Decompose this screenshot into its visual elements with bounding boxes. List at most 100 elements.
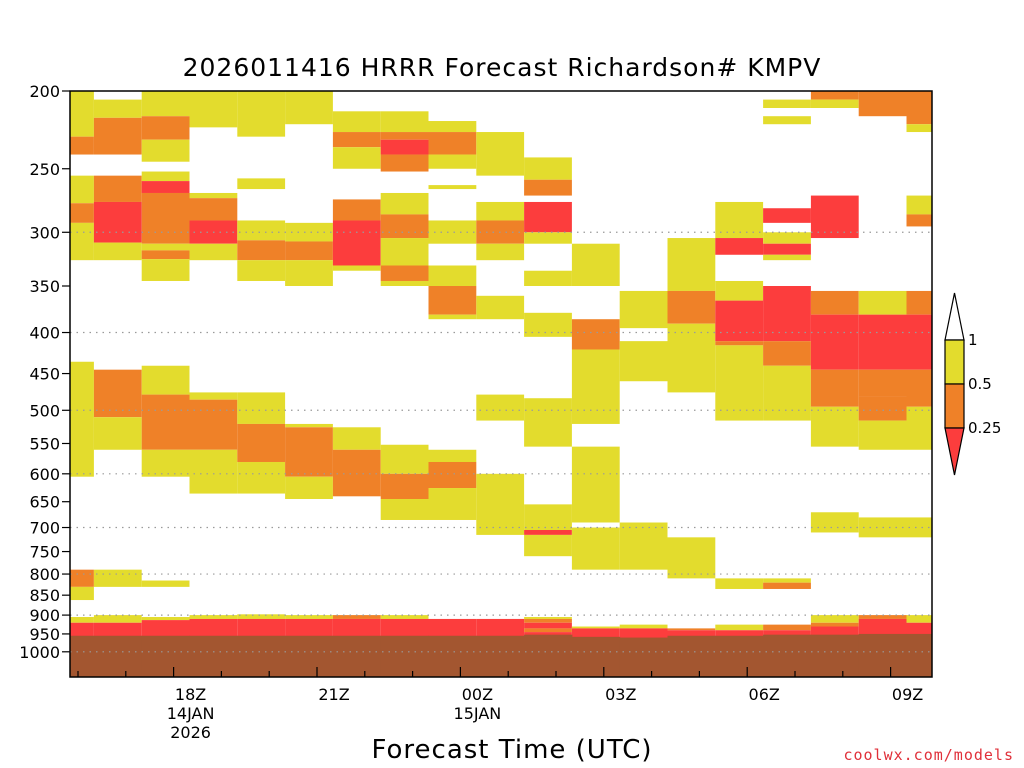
ri-cell-0-25-to-0-5 xyxy=(858,91,907,117)
ri-cell-0-5-to-1 xyxy=(141,617,190,621)
ri-cell-0-5-to-1 xyxy=(70,175,94,204)
ri-cell-0-25-to-0-5 xyxy=(667,290,716,324)
ri-cell-0-5-to-1 xyxy=(285,476,333,500)
ri-cell-0-5-to-1 xyxy=(189,392,238,400)
ri-cell-0-25-to-0-5 xyxy=(715,341,764,346)
ri-cell-lt-0-25 xyxy=(93,201,142,243)
ri-cell-0-25-to-0-5 xyxy=(332,199,381,221)
ri-cell-0-5-to-1 xyxy=(906,195,932,215)
ri-cell-0-25-to-0-5 xyxy=(667,628,716,631)
chart-title: 2026011416 HRRR Forecast Richardson# KMP… xyxy=(183,53,822,82)
ri-cell-0-25-to-0-5 xyxy=(906,290,932,315)
ri-cell-lt-0-25 xyxy=(906,314,932,370)
ri-cell-0-5-to-1 xyxy=(93,615,142,623)
ri-cell-0-25-to-0-5 xyxy=(141,116,190,140)
ri-cell-0-5-to-1 xyxy=(715,201,764,239)
ground-cell xyxy=(524,634,573,677)
colorbar-0-5-to-1 xyxy=(944,339,965,385)
ri-cell-0-5-to-1 xyxy=(237,392,286,424)
y-tick-label: 800 xyxy=(29,565,60,584)
ri-cell-0-5-to-1 xyxy=(70,361,94,477)
ri-cell-0-5-to-1 xyxy=(906,124,932,133)
ri-cell-0-5-to-1 xyxy=(189,91,238,128)
ri-cell-0-5-to-1 xyxy=(189,615,238,619)
ground-cell xyxy=(332,635,382,677)
ri-cell-lt-0-25 xyxy=(524,622,572,629)
ri-cell-0-5-to-1 xyxy=(906,517,932,538)
y-tick-label: 300 xyxy=(29,223,60,242)
ri-cell-0-25-to-0-5 xyxy=(332,132,381,148)
ri-cell-0-5-to-1 xyxy=(428,488,477,520)
ri-cell-0-5-to-1 xyxy=(428,121,477,133)
colorbar-label: 0.5 xyxy=(968,375,992,393)
ri-cell-0-5-to-1 xyxy=(70,617,94,623)
y-tick-label: 700 xyxy=(29,519,60,538)
plot-cells xyxy=(70,91,932,677)
ri-cell-0-5-to-1 xyxy=(763,254,811,261)
colorbar-label: 1 xyxy=(968,331,978,349)
ri-cell-0-25-to-0-5 xyxy=(380,132,429,140)
ri-cell-0-25-to-0-5 xyxy=(858,615,907,619)
ri-cell-0-5-to-1 xyxy=(428,185,477,190)
ri-cell-0-5-to-1 xyxy=(285,423,333,428)
ri-cell-0-5-to-1 xyxy=(571,626,620,629)
ri-cell-0-5-to-1 xyxy=(93,99,142,118)
ri-cell-0-25-to-0-5 xyxy=(380,154,429,172)
ri-cell-0-5-to-1 xyxy=(571,243,620,286)
ri-cell-0-5-to-1 xyxy=(667,238,716,291)
ri-cell-lt-0-25 xyxy=(763,208,811,223)
ri-cell-0-5-to-1 xyxy=(285,91,333,125)
ri-cell-0-25-to-0-5 xyxy=(380,473,429,500)
ri-cell-0-5-to-1 xyxy=(189,449,238,494)
ri-cell-0-5-to-1 xyxy=(476,394,525,421)
y-tick-label: 850 xyxy=(29,586,60,605)
ri-cell-0-5-to-1 xyxy=(619,290,668,329)
ground-cell xyxy=(763,634,812,677)
ri-cell-0-5-to-1 xyxy=(93,242,142,261)
x-tick-label: 21Z xyxy=(318,685,349,704)
ri-cell-lt-0-25 xyxy=(380,139,429,155)
ri-cell-0-5-to-1 xyxy=(380,280,429,286)
ri-cell-0-25-to-0-5 xyxy=(810,622,859,627)
ground-cell xyxy=(237,635,286,677)
ri-cell-0-5-to-1 xyxy=(667,323,716,393)
ri-cell-0-5-to-1 xyxy=(237,178,286,190)
ri-cell-0-5-to-1 xyxy=(524,534,572,557)
ri-cell-lt-0-25 xyxy=(524,201,572,233)
ri-cell-0-5-to-1 xyxy=(810,615,859,623)
ri-cell-0-25-to-0-5 xyxy=(285,241,333,261)
ri-cell-0-25-to-0-5 xyxy=(237,423,286,462)
ground-cell xyxy=(715,635,764,677)
ri-cell-0-5-to-1 xyxy=(285,260,333,286)
ri-cell-0-5-to-1 xyxy=(476,473,525,535)
ri-cell-0-25-to-0-5 xyxy=(332,449,381,497)
ri-cell-0-25-to-0-5 xyxy=(70,203,94,223)
ri-cell-0-25-to-0-5 xyxy=(141,250,190,260)
ri-cell-0-5-to-1 xyxy=(141,449,190,477)
ri-cell-0-25-to-0-5 xyxy=(380,214,429,239)
ri-cell-0-25-to-0-5 xyxy=(810,91,859,100)
ri-cell-lt-0-25 xyxy=(332,220,381,266)
ri-cell-0-5-to-1 xyxy=(476,201,525,221)
ri-cell-0-5-to-1 xyxy=(70,586,94,601)
ri-cell-0-5-to-1 xyxy=(380,192,429,215)
y-tick-label: 950 xyxy=(29,625,60,644)
colorbar-lt-0-25-arrow xyxy=(944,427,965,476)
ri-cell-0-5-to-1 xyxy=(380,615,429,619)
ri-cell-0-25-to-0-5 xyxy=(70,569,94,587)
ri-cell-0-25-to-0-5 xyxy=(763,582,811,589)
ri-cell-0-25-to-0-5 xyxy=(380,265,429,281)
ri-cell-0-5-to-1 xyxy=(380,444,429,474)
ri-cell-0-25-to-0-5 xyxy=(571,319,620,350)
ri-cell-lt-0-25 xyxy=(810,314,859,370)
x-axis: 18Z 14JAN 2026 21Z 00Z 15JAN 03Z 06Z 09Z xyxy=(77,667,923,742)
ri-cell-0-5-to-1 xyxy=(380,238,429,266)
ri-cell-0-5-to-1 xyxy=(237,260,286,281)
ri-cell-0-5-to-1 xyxy=(524,504,572,530)
ground-cell xyxy=(428,635,477,677)
ri-cell-0-5-to-1 xyxy=(141,171,190,182)
ri-cell-lt-0-25 xyxy=(715,300,764,342)
ri-cell-0-25-to-0-5 xyxy=(763,624,811,631)
ri-cell-0-25-to-0-5 xyxy=(428,461,477,489)
